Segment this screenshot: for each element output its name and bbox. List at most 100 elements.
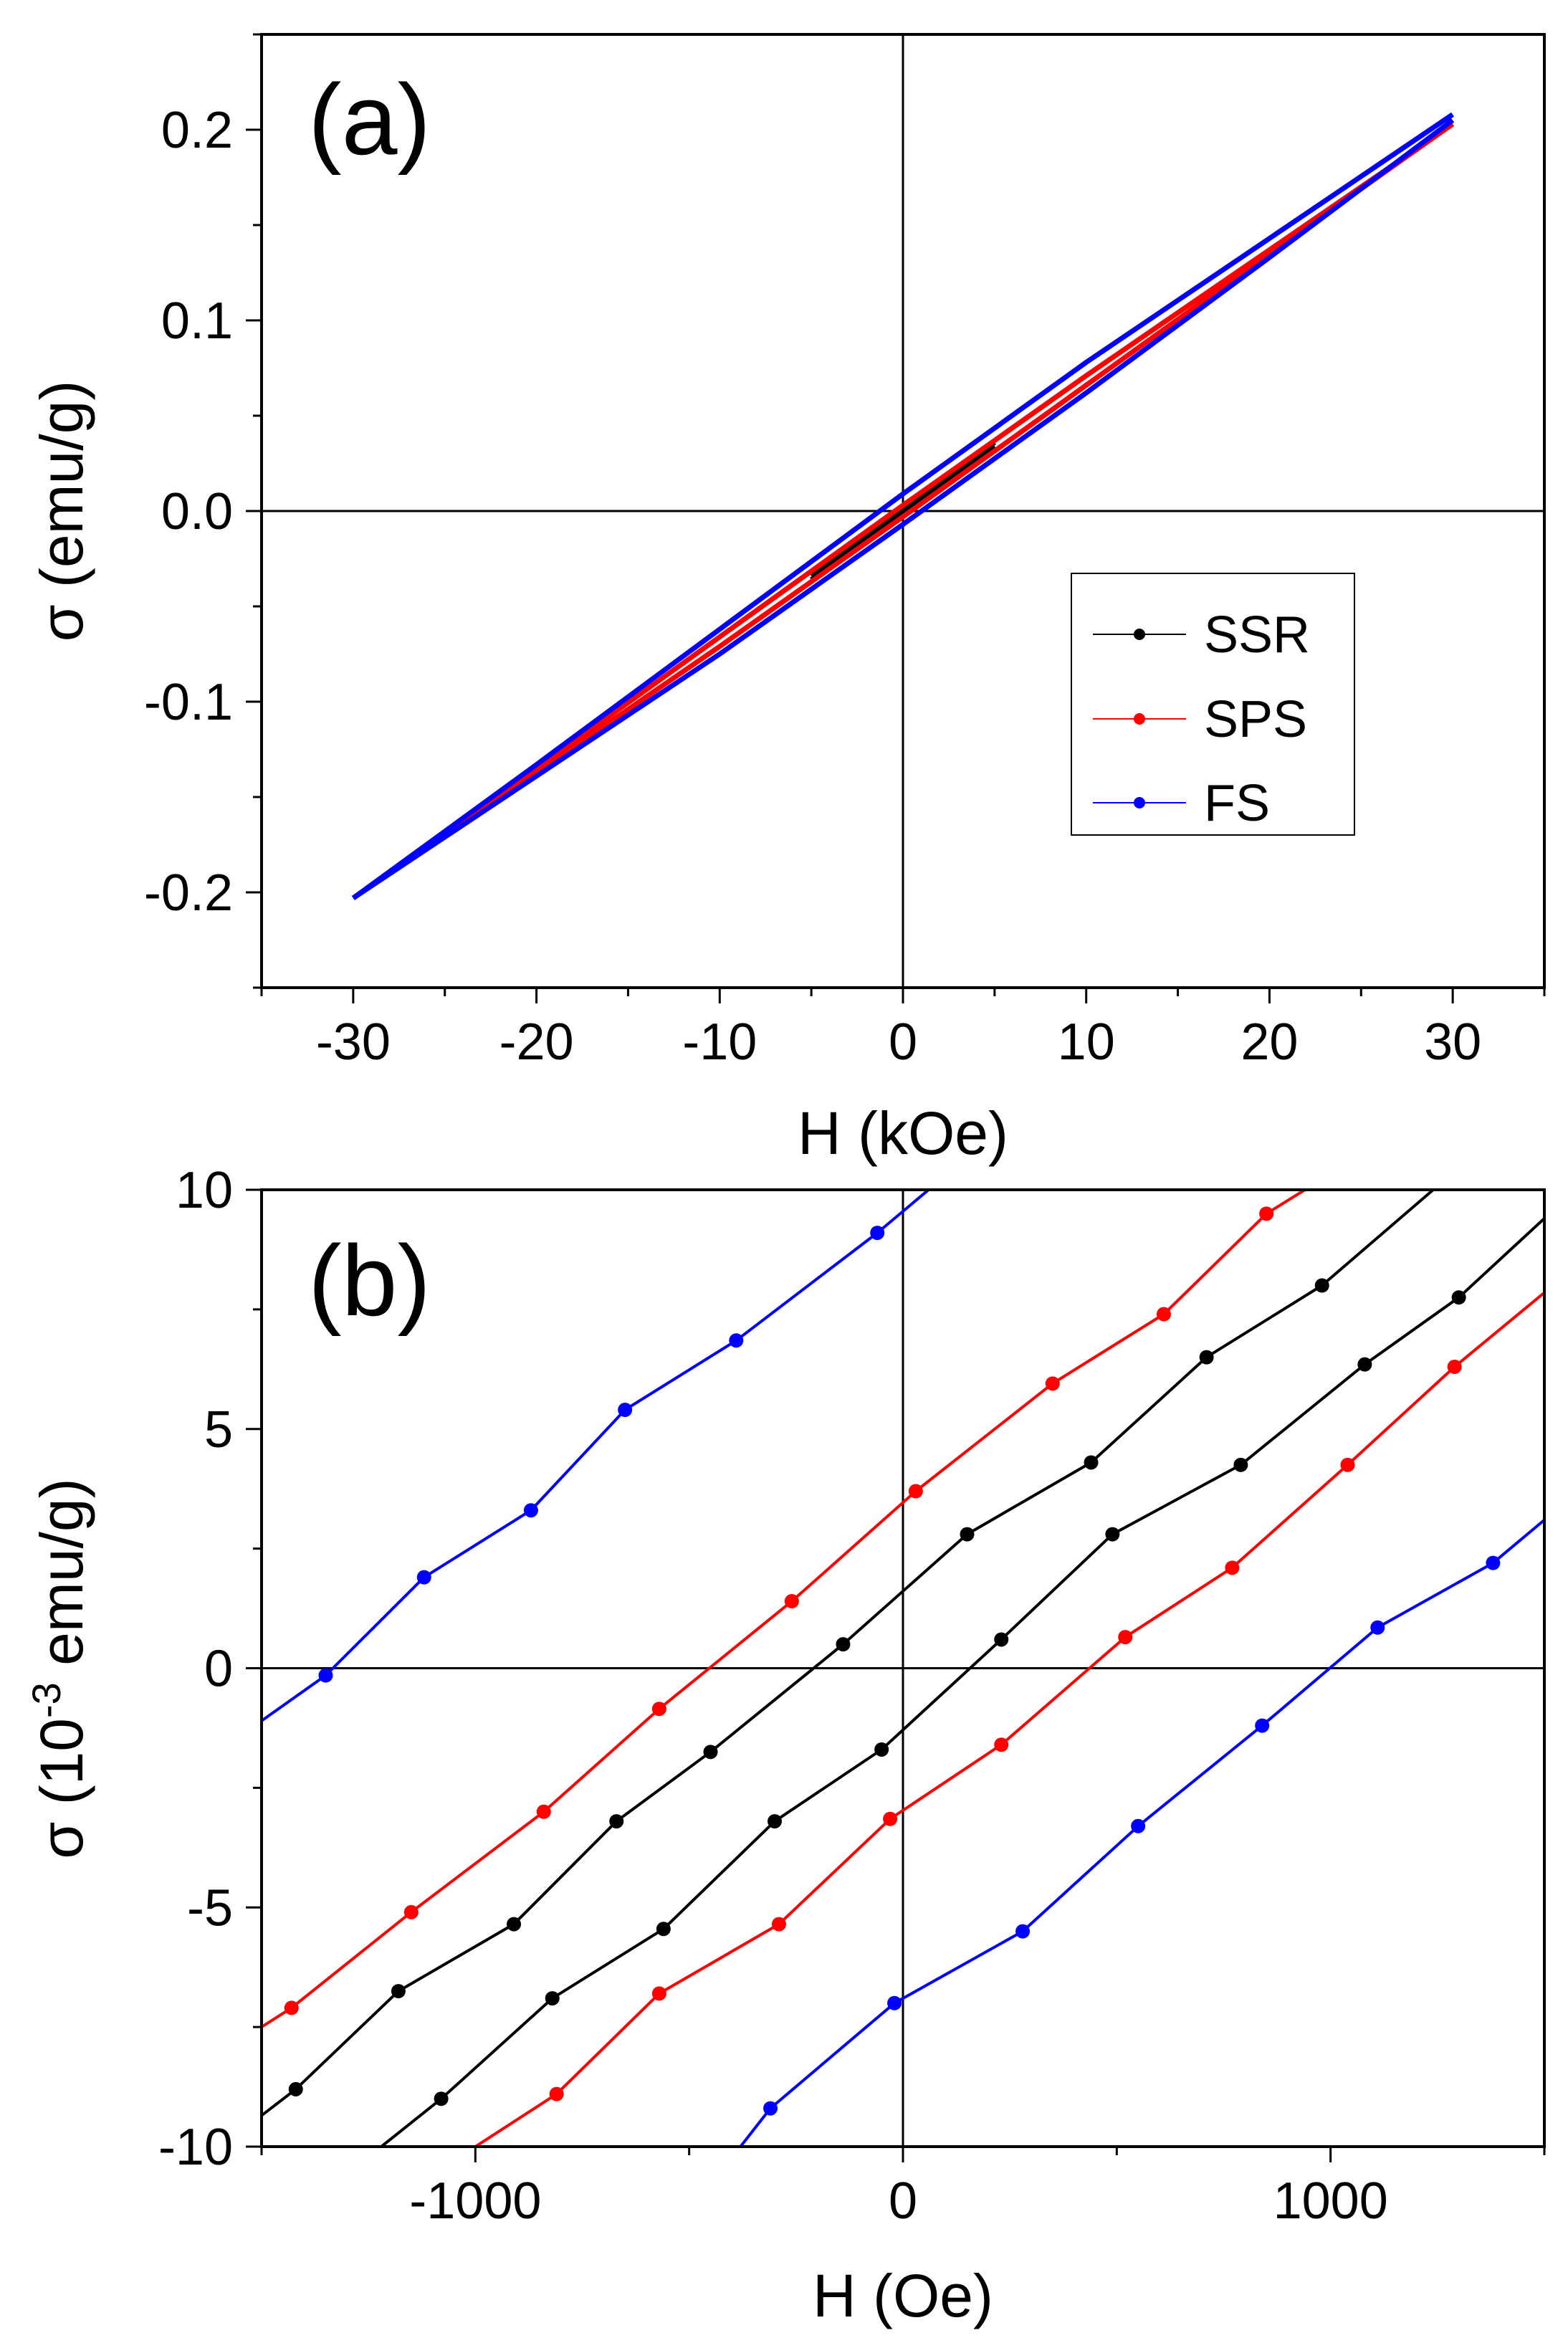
legend-marker-sps (1134, 713, 1145, 725)
y-axis-title-a: σ (emu/g) (28, 381, 95, 642)
x-tick-label-a-4: 10 (1058, 1013, 1115, 1071)
chart-panel-b: -1000 0 1000 -10 -5 0 5 10 (b) H (Oe) σ (10-3 e… (24, 1162, 1546, 2329)
data-point-fs-b-1-4 (1255, 1718, 1270, 1733)
y-tick-label-b-3: 5 (204, 1401, 233, 1459)
data-point-ssr-b-1-1 (545, 1991, 560, 2006)
data-point-sps-b-0-8 (1259, 1206, 1274, 1221)
chart-panel-a: -30 -20 -10 0 10 20 30 -0.2 -0.1 0.0 0.1 0.2 (a) H … (28, 33, 1546, 1167)
series-line-sps-a-1 (351, 122, 1455, 900)
y-axis-title-b-prefix: σ (10 (28, 1718, 95, 1859)
x-axis-title-b: H (Oe) (813, 2262, 993, 2329)
data-point-sps-b-0-6 (1045, 1376, 1060, 1391)
legend-marker-ssr (1134, 629, 1145, 640)
data-point-ssr-b-0-4 (703, 1745, 718, 1760)
y-axis-title-b-suffix: emu/g) (28, 1478, 95, 1682)
y-tick-label-b-1: -5 (187, 1879, 233, 1937)
legend-item-sps: SPS (1093, 691, 1307, 748)
data-point-fs-b-1-0 (763, 2101, 778, 2116)
legend-label-sps: SPS (1204, 691, 1307, 748)
legend-box (1071, 573, 1355, 836)
data-point-fs-b-1-1 (887, 1995, 902, 2010)
data-point-fs-b-1-6 (1486, 1555, 1501, 1570)
x-tick-label-b-0: -1000 (409, 2172, 541, 2230)
legend-item-fs: FS (1093, 775, 1270, 832)
y-tick-label-b-0: -10 (158, 2119, 233, 2176)
x-tick-label-a-2: -10 (682, 1013, 757, 1071)
data-point-sps-b-0-1 (403, 1904, 419, 1919)
x-tick-label-a-6: 30 (1424, 1013, 1481, 1071)
data-point-sps-b-1-5 (1118, 1630, 1133, 1645)
y-tick-label-a-3: 0.1 (161, 292, 233, 350)
series-line-fs-b-0 (262, 1190, 930, 1722)
data-point-sps-b-0-4 (784, 1594, 799, 1609)
legend-label-ssr: SSR (1204, 606, 1310, 664)
data-point-fs-b-0-5 (870, 1226, 885, 1241)
y-tick-label-a-2: 0.0 (161, 483, 233, 540)
data-point-sps-b-0-0 (284, 2000, 299, 2015)
data-point-sps-b-1-7 (1340, 1457, 1355, 1472)
data-point-ssr-b-0-6 (960, 1527, 975, 1542)
data-point-sps-b-1-1 (651, 1986, 666, 2001)
data-point-sps-b-1-4 (994, 1737, 1009, 1752)
data-point-ssr-b-0-8 (1199, 1350, 1214, 1365)
data-point-fs-b-0-3 (618, 1403, 633, 1418)
data-point-fs-b-1-5 (1370, 1620, 1385, 1635)
x-tick-label-a-3: 0 (889, 1013, 917, 1071)
data-point-ssr-b-1-0 (434, 2091, 449, 2106)
data-point-ssr-b-1-6 (1105, 1527, 1120, 1542)
x-axis-title-a: H (kOe) (798, 1099, 1008, 1167)
data-point-ssr-b-1-9 (1451, 1290, 1466, 1305)
data-point-ssr-b-0-5 (836, 1637, 851, 1652)
panel-label-b: (b) (308, 1224, 431, 1337)
data-point-ssr-b-0-0 (288, 2081, 303, 2096)
y-axis-title-b-exponent: -3 (24, 1682, 69, 1718)
data-point-ssr-b-0-1 (391, 1984, 406, 1999)
series-line-ssr-b-1 (380, 1217, 1544, 2147)
series-line-sps-b-1 (474, 1291, 1544, 2147)
data-point-fs-b-1-3 (1131, 1818, 1146, 1833)
data-point-sps-b-1-0 (549, 2086, 564, 2101)
data-point-fs-b-0-2 (523, 1503, 538, 1518)
data-point-sps-b-1-8 (1447, 1359, 1462, 1374)
series-line-sps-a-0 (351, 122, 1455, 900)
x-tick-label-a-5: 20 (1240, 1013, 1298, 1071)
x-tick-label-a-1: -20 (499, 1013, 574, 1071)
y-tick-label-b-2: 0 (204, 1641, 233, 1698)
series-line-fs-a-0 (351, 118, 1455, 900)
series-line-fs-a-1 (351, 112, 1455, 900)
y-tick-label-a-1: -0.1 (144, 674, 233, 731)
legend-label-fs: FS (1204, 775, 1270, 832)
data-point-ssr-b-1-7 (1233, 1457, 1248, 1472)
legend-marker-fs (1134, 797, 1145, 808)
y-axis-title-b: σ (10-3 emu/g) (24, 1478, 96, 1859)
data-point-sps-b-1-6 (1225, 1560, 1240, 1575)
data-point-sps-b-1-2 (771, 1917, 786, 1932)
series-line-fs-b-1 (739, 1519, 1544, 2147)
x-tick-label-b-1: 0 (889, 2172, 917, 2230)
data-point-ssr-b-0-2 (507, 1917, 522, 1932)
data-point-ssr-b-1-3 (768, 1814, 782, 1829)
series-line-ssr-b-0 (262, 1190, 1435, 2117)
data-point-ssr-b-1-5 (994, 1632, 1009, 1647)
y-tick-label-b-4: 10 (176, 1162, 233, 1219)
y-tick-label-a-0: -0.2 (144, 864, 233, 922)
data-point-ssr-b-0-9 (1314, 1278, 1329, 1293)
data-point-ssr-b-1-4 (874, 1742, 889, 1757)
data-point-sps-b-1-3 (883, 1811, 898, 1826)
data-point-ssr-b-0-7 (1084, 1455, 1099, 1470)
y-tick-label-a-4: 0.2 (161, 102, 233, 159)
data-point-fs-b-1-2 (1015, 1924, 1031, 1939)
data-point-ssr-b-1-2 (656, 1922, 671, 1937)
x-tick-label-a-0: -30 (316, 1013, 391, 1071)
data-point-fs-b-0-4 (729, 1333, 744, 1348)
data-point-sps-b-0-7 (1156, 1307, 1171, 1322)
panel-label-a: (a) (308, 63, 431, 176)
data-point-fs-b-0-0 (318, 1668, 333, 1683)
data-point-ssr-b-0-3 (609, 1814, 624, 1829)
data-point-fs-b-0-1 (416, 1570, 431, 1585)
data-point-sps-b-0-2 (536, 1804, 551, 1819)
legend-item-ssr: SSR (1093, 606, 1310, 664)
x-tick-label-b-2: 1000 (1273, 2172, 1388, 2230)
legend: SSR SPS FS (1071, 573, 1355, 836)
